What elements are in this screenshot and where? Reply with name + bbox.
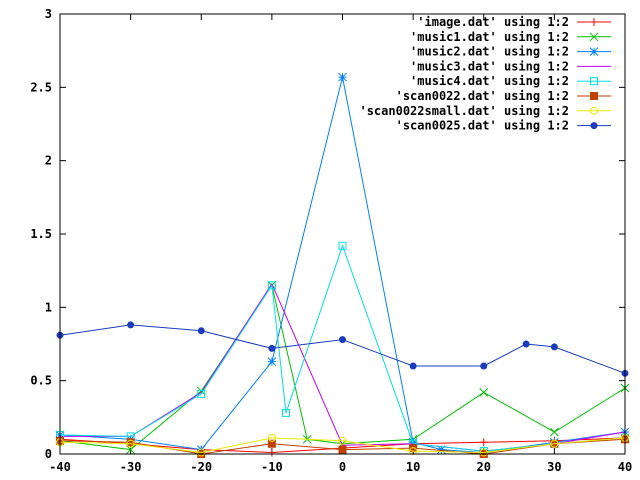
x-tick-label: 0 <box>339 460 346 474</box>
legend-label: 'scan0022small.dat' using 1:2 <box>359 104 569 118</box>
y-tick-label: 0.5 <box>30 374 52 388</box>
x-tick-label: 40 <box>618 460 632 474</box>
legend-item: 'music2.dat' using 1:2 <box>410 45 611 59</box>
data-point <box>338 436 347 445</box>
data-point <box>339 336 346 344</box>
data-point <box>126 445 135 454</box>
data-point <box>409 447 418 456</box>
plot-border <box>59 13 626 455</box>
x-tick-label: 20 <box>477 460 491 474</box>
legend-item: 'scan0022.dat' using 1:2 <box>396 89 611 103</box>
legend-item: 'scan0022small.dat' using 1:2 <box>359 104 611 118</box>
data-point <box>550 427 559 437</box>
data-point <box>197 448 206 457</box>
data-point <box>479 448 488 457</box>
data-point <box>197 389 206 398</box>
data-point <box>590 122 598 130</box>
y-tick-label: 1.5 <box>30 227 52 241</box>
y-tick-label: 1 <box>45 300 52 314</box>
x-tick-label: -40 <box>49 460 71 474</box>
data-point <box>522 340 530 348</box>
data-point <box>267 357 277 366</box>
data-point <box>590 18 598 26</box>
series-line <box>59 324 626 374</box>
x-tick-label: -30 <box>120 460 142 474</box>
series-line <box>59 244 626 452</box>
x-tick-label: -10 <box>261 460 283 474</box>
data-point <box>338 445 347 454</box>
data-point <box>480 362 488 370</box>
x-tick-label: -20 <box>190 460 212 474</box>
data-point <box>267 448 276 457</box>
data-point <box>590 106 598 115</box>
data-point <box>409 444 418 453</box>
legend-label: 'scan0022.dat' using 1:2 <box>396 89 569 103</box>
data-point <box>338 241 347 250</box>
data-point <box>197 327 205 335</box>
legend: 'image.dat' using 1:2'music1.dat' using … <box>359 15 611 133</box>
data-point <box>479 388 489 397</box>
data-point <box>479 438 488 447</box>
legend-label: 'scan0025.dat' using 1:2 <box>396 119 569 133</box>
data-point <box>589 47 599 56</box>
data-point <box>196 445 206 454</box>
legend-item: 'image.dat' using 1:2 <box>417 15 611 29</box>
data-point <box>282 408 290 417</box>
legend-item: 'music4.dat' using 1:2 <box>410 74 611 88</box>
data-point <box>590 92 598 100</box>
legend-item: 'music1.dat' using 1:2 <box>410 30 611 44</box>
data-point <box>550 343 558 351</box>
series-8 <box>56 321 629 377</box>
axis-ticks: -40 -30 -20 -10 0 10 20 30 40 0 0.5 1 1.5 2 2.5 3 <box>30 7 632 474</box>
data-point <box>338 72 347 82</box>
data-point <box>126 439 135 448</box>
legend-label: 'music1.dat' using 1:2 <box>410 30 569 44</box>
y-tick-label: 0 <box>45 447 52 461</box>
data-point <box>408 437 418 447</box>
data-point <box>409 362 417 370</box>
data-point <box>437 445 446 454</box>
plot-series <box>55 72 630 458</box>
legend-label: 'music2.dat' using 1:2 <box>410 45 569 59</box>
series-line <box>59 437 626 454</box>
legend-label: 'music3.dat' using 1:2 <box>410 59 569 73</box>
data-point <box>267 439 276 448</box>
y-tick-label: 2.5 <box>30 80 52 94</box>
legend-label: 'image.dat' using 1:2 <box>417 15 569 29</box>
y-tick-label: 3 <box>45 7 52 21</box>
data-point <box>267 433 276 442</box>
legend-label: 'music4.dat' using 1:2 <box>410 74 569 88</box>
data-point <box>268 344 276 352</box>
data-point <box>550 439 559 448</box>
legend-item: 'scan0025.dat' using 1:2 <box>396 119 611 133</box>
y-tick-label: 2 <box>45 154 52 168</box>
x-tick-label: 10 <box>406 460 420 474</box>
series-line <box>59 284 626 451</box>
data-point <box>267 281 276 290</box>
data-point <box>589 32 599 42</box>
x-tick-label: 30 <box>547 460 561 474</box>
data-point <box>127 321 135 329</box>
series-7 <box>56 433 629 457</box>
legend-item: 'music3.dat' using 1:2 <box>410 59 611 73</box>
data-point <box>590 77 598 86</box>
